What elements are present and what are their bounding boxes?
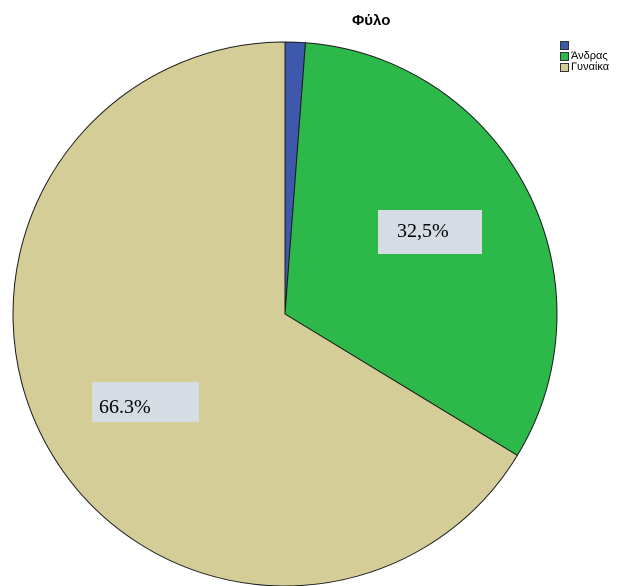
legend-swatch-blue [560, 41, 569, 50]
legend: Άνδρας Γυναίκα [560, 40, 609, 73]
legend-label: Άνδρας [571, 50, 608, 62]
data-label-female: 66.3% [92, 382, 199, 422]
legend-item-female: Γυναίκα [560, 62, 609, 73]
pie-slice-female [12, 41, 519, 586]
legend-item-male: Άνδρας [560, 51, 609, 62]
chart-title: Φύλο [352, 12, 391, 29]
data-label-male: 32,5% [378, 210, 482, 254]
legend-swatch-green [560, 52, 569, 61]
legend-label: Γυναίκα [571, 61, 610, 73]
legend-swatch-tan [560, 63, 569, 72]
legend-item-unlabeled [560, 40, 609, 51]
